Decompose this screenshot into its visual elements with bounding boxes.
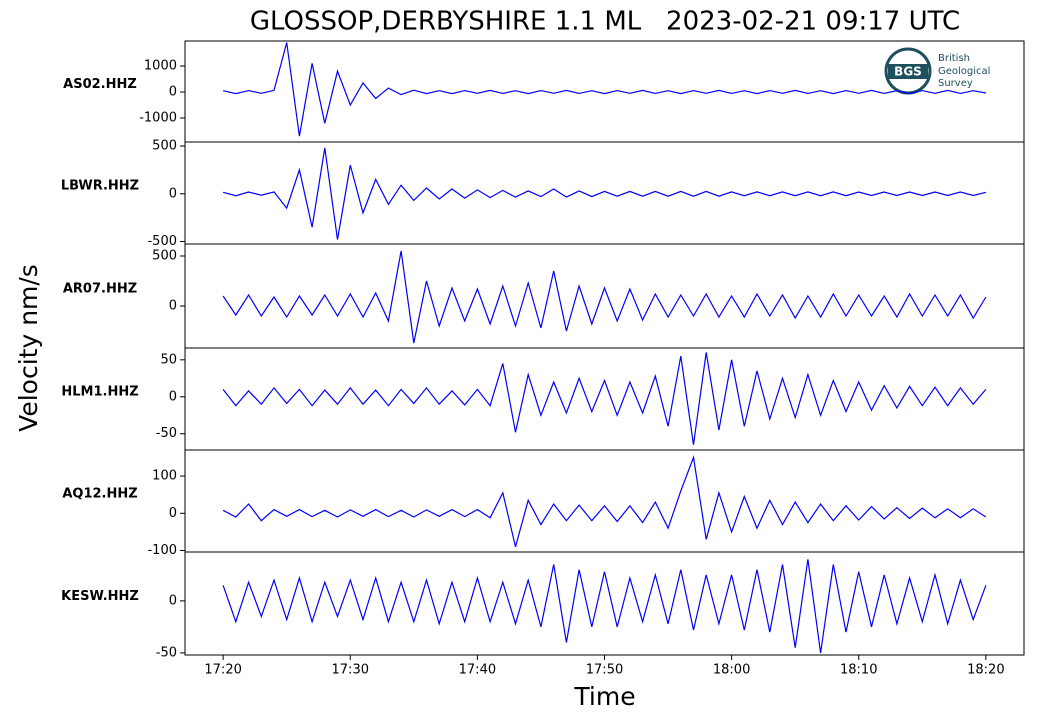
y-tick-label: -100 <box>147 543 177 558</box>
station-label: LBWR.HHZ <box>61 179 139 194</box>
trace <box>222 559 987 653</box>
y-tick-label: 0 <box>169 593 177 608</box>
y-axis-label: Velocity nm/s <box>14 264 43 432</box>
x-tick-label: 18:00 <box>713 663 750 678</box>
logo-text: British <box>938 53 970 64</box>
panel-frame <box>184 551 1025 656</box>
y-tick-label: 100 <box>152 469 177 484</box>
y-tick-label: 0 <box>169 389 177 404</box>
y-tick-label: -500 <box>147 234 177 249</box>
trace <box>222 455 987 547</box>
panel-frame <box>184 347 1025 451</box>
y-tick-label: 0 <box>169 85 177 100</box>
station-label: HLM1.HHZ <box>61 385 138 400</box>
x-tick-label: 17:20 <box>204 663 241 678</box>
x-tick-label: 17:50 <box>586 663 623 678</box>
y-tick-label: 0 <box>169 299 177 314</box>
y-tick-label: -50 <box>156 426 177 441</box>
x-axis-label: Time <box>573 682 635 711</box>
trace <box>222 352 987 445</box>
station-label: AR07.HHZ <box>63 282 137 297</box>
logo: BGS British Geological Survey <box>884 47 990 95</box>
x-tick-label: 17:30 <box>332 663 369 678</box>
x-tick-label: 17:40 <box>459 663 496 678</box>
trace <box>222 250 987 344</box>
y-tick-label: -1000 <box>139 111 177 126</box>
chart-title: GLOSSOP,DERBYSHIRE 1.1 ML 2023-02-21 09:… <box>250 7 960 37</box>
logo-band <box>888 64 928 79</box>
y-tick-label: 500 <box>152 139 177 154</box>
y-tick-label: -50 <box>156 645 177 660</box>
station-label: AQ12.HHZ <box>62 487 137 502</box>
y-tick-label: 50 <box>160 352 177 367</box>
y-tick-label: 0 <box>169 186 177 201</box>
x-tick-label: 18:20 <box>967 663 1004 678</box>
panel-frame <box>184 449 1025 553</box>
logo-mark: BGS <box>894 65 922 79</box>
station-label: KESW.HHZ <box>61 589 139 604</box>
trace <box>222 147 987 240</box>
trace <box>222 42 987 137</box>
logo-text: Geological <box>938 66 990 77</box>
station-label: AS02.HHZ <box>63 77 137 92</box>
y-tick-label: 500 <box>152 249 177 264</box>
y-tick-label: 0 <box>169 506 177 521</box>
y-tick-label: 1000 <box>144 59 177 74</box>
x-tick-label: 18:10 <box>840 663 877 678</box>
panel-frame <box>184 141 1025 245</box>
panel-frame <box>184 243 1025 349</box>
logo-text: Survey <box>938 78 973 89</box>
